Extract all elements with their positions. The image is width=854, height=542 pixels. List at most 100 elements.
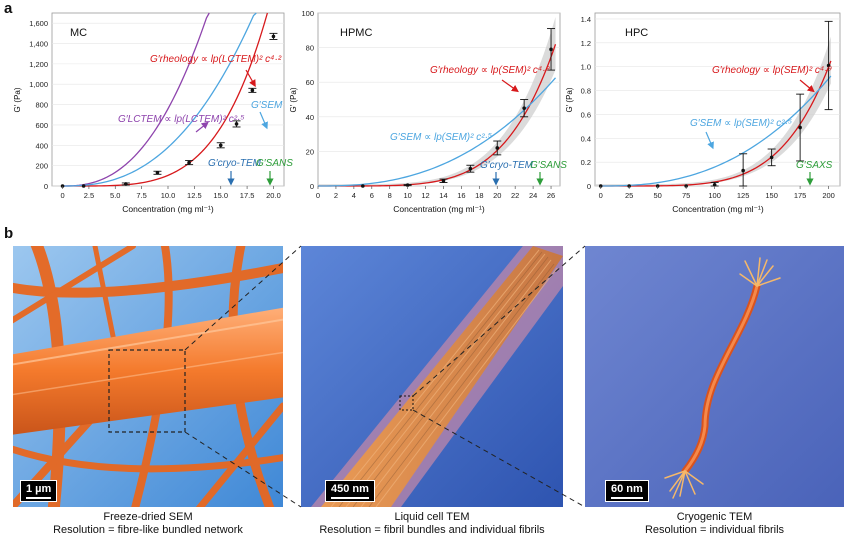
x-tick-label: 8 xyxy=(388,191,392,200)
cryotem-scalebar: 60 nm xyxy=(605,480,649,502)
lctem-image xyxy=(301,246,563,507)
data-point xyxy=(218,143,223,148)
chart-hpc-arrow-rheology xyxy=(799,79,815,93)
x-tick-label: 2 xyxy=(334,191,338,200)
x-tick-label: 0 xyxy=(599,191,603,200)
chart-mc-arrow-sem xyxy=(259,111,268,130)
x-tick-label: 0 xyxy=(316,191,320,200)
x-tick-label: 10 xyxy=(403,191,411,200)
data-point xyxy=(187,160,191,165)
fit-curve-LCTEM xyxy=(62,12,210,187)
data-point xyxy=(712,183,717,187)
sem-scale-label: 1 µm xyxy=(26,483,52,495)
y-tick-label: 0.6 xyxy=(581,110,591,119)
chart-mc-annot-sem: G′SEM xyxy=(251,100,283,111)
data-point xyxy=(81,184,86,188)
data-point xyxy=(495,146,500,150)
x-tick-label: 14 xyxy=(439,191,447,200)
chart-hpc-xlabel: Concentration (mg ml⁻¹) xyxy=(672,204,764,214)
x-tick-label: 18 xyxy=(475,191,483,200)
y-tick-label: 80 xyxy=(306,44,314,53)
x-tick-label: 10.0 xyxy=(161,191,176,200)
x-tick-label: 175 xyxy=(794,191,807,200)
chart-mc-arrow-rheology xyxy=(245,69,256,88)
x-tick-label: 2.5 xyxy=(84,191,94,200)
chart-mc-ylabel: G′ (Pa) xyxy=(13,87,22,112)
x-tick-label: 125 xyxy=(737,191,750,200)
fit-curve-rheology xyxy=(62,12,269,187)
x-tick-label: 50 xyxy=(654,191,662,200)
data-point xyxy=(361,184,365,188)
chart-hpmc-arrow-rheology xyxy=(501,79,519,93)
data-point xyxy=(798,125,802,130)
x-tick-label: 16 xyxy=(457,191,465,200)
y-tick-label: 20 xyxy=(306,147,314,156)
x-tick-label: 25 xyxy=(625,191,633,200)
y-tick-label: 200 xyxy=(35,162,48,171)
data-point xyxy=(627,184,631,188)
fit-curve-rheology xyxy=(600,60,832,187)
y-tick-label: 800 xyxy=(35,101,48,110)
y-tick-label: 40 xyxy=(306,113,314,122)
y-tick-label: 100 xyxy=(301,9,314,18)
panel-b-label: b xyxy=(4,225,14,242)
chart-hpc-arrow-sem xyxy=(705,131,714,150)
lctem-caption: Liquid cell TEM Resolution = fibril bund… xyxy=(291,511,573,537)
sem-caption-title: Freeze-dried SEM xyxy=(103,511,193,523)
x-tick-label: 4 xyxy=(352,191,356,200)
cryotem-image xyxy=(585,246,844,507)
chart-hpmc-annot-sem: G′SEM ∝ lp(SEM)² c²·⁵ xyxy=(390,132,492,143)
y-tick-label: 0.8 xyxy=(581,87,591,96)
chart-mc-arrow-lctem xyxy=(195,121,209,133)
x-tick-label: 22 xyxy=(511,191,519,200)
data-point xyxy=(441,179,446,183)
chart-hpc-annot-rheology: G′rheology ∝ lp(SEM)² c⁴·⁹ xyxy=(712,65,832,76)
data-point xyxy=(60,184,65,188)
x-tick-label: 7.5 xyxy=(136,191,146,200)
chart-hpmc-ylabel: G′ (Pa) xyxy=(289,87,298,112)
y-tick-label: 600 xyxy=(35,121,48,130)
data-point xyxy=(549,47,553,52)
y-tick-label: 0 xyxy=(587,182,591,191)
lctem-scalebar: 450 nm xyxy=(325,480,375,502)
chart-hpc-annot-saxs: G′SAXS xyxy=(796,160,833,171)
x-tick-label: 0 xyxy=(60,191,64,200)
x-tick-label: 20 xyxy=(493,191,501,200)
y-tick-label: 0.2 xyxy=(581,158,591,167)
chart-hpmc-frame xyxy=(317,12,561,187)
data-point xyxy=(655,184,660,188)
sem-image xyxy=(13,246,283,507)
y-tick-label: 1,400 xyxy=(29,40,48,49)
y-tick-label: 1.0 xyxy=(581,63,591,72)
x-tick-label: 12.5 xyxy=(187,191,202,200)
data-point xyxy=(522,106,526,110)
data-point xyxy=(405,183,410,187)
confidence-band xyxy=(318,17,556,186)
sem-scalebar: 1 µm xyxy=(20,480,58,502)
y-tick-label: 0 xyxy=(44,182,48,191)
data-point xyxy=(741,168,745,173)
chart-mc-xlabel: Concentration (mg ml⁻¹) xyxy=(122,204,214,214)
chart-hpmc-title: HPMC xyxy=(340,27,372,39)
data-point xyxy=(769,155,774,160)
cryotem-scale-label: 60 nm xyxy=(611,483,643,495)
chart-hpc-title: HPC xyxy=(625,27,648,39)
x-tick-label: 26 xyxy=(547,191,555,200)
fit-curve-SEM xyxy=(317,77,557,187)
sem-caption: Freeze-dried SEM Resolution = fibre-like… xyxy=(13,511,283,537)
y-tick-label: 0 xyxy=(310,182,314,191)
cryotem-caption-title: Cryogenic TEM xyxy=(676,511,753,523)
y-tick-label: 1,600 xyxy=(29,19,48,28)
chart-mc-frame xyxy=(51,12,285,187)
chart-hpc-annot-sem: G′SEM ∝ lp(SEM)² c²·⁵ xyxy=(690,118,792,129)
chart-hpc-ylabel: G′ (Pa) xyxy=(565,87,574,112)
chart-hpmc-xlabel: Concentration (mg ml⁻¹) xyxy=(393,204,485,214)
data-point xyxy=(684,184,688,188)
chart-hpc-frame xyxy=(594,12,841,187)
y-tick-label: 400 xyxy=(35,141,48,150)
x-tick-label: 17.5 xyxy=(240,191,255,200)
y-tick-label: 1,000 xyxy=(29,80,48,89)
cryotem-caption: Cryogenic TEM Resolution = individual fi… xyxy=(585,511,844,537)
chart-hpmc-annot-rheology: G′rheology ∝ lp(SEM)² c⁴·⁹ xyxy=(430,65,550,76)
x-tick-label: 6 xyxy=(370,191,374,200)
